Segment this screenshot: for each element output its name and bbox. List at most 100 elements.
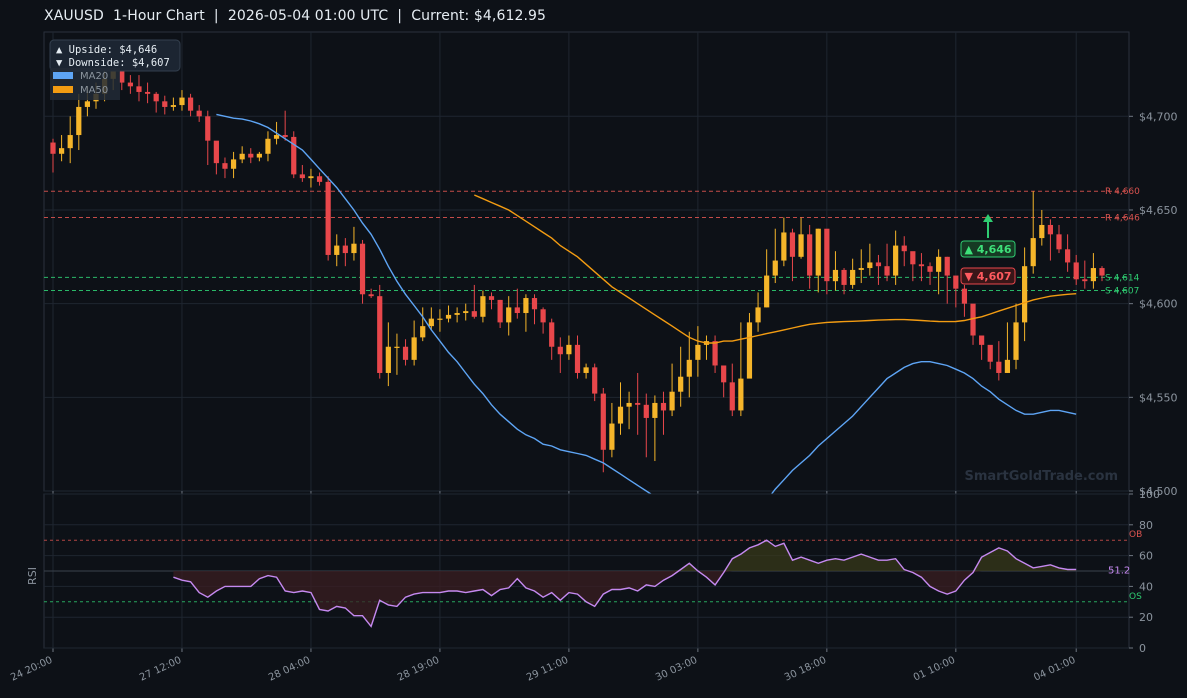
- candle-body: [471, 311, 477, 317]
- candle: [764, 249, 770, 308]
- candle-body: [136, 86, 142, 92]
- candle-body: [721, 365, 727, 383]
- candle: [248, 148, 254, 164]
- candle-body: [1047, 224, 1054, 235]
- candle-body: [368, 294, 374, 297]
- candle-body: [420, 326, 426, 338]
- candle: [678, 346, 684, 407]
- xtick-label: 01 10:00: [912, 655, 957, 684]
- candle-body: [127, 82, 133, 87]
- candle: [144, 82, 151, 104]
- candle-body: [84, 101, 90, 107]
- candle-body: [944, 256, 950, 276]
- candle: [1065, 234, 1071, 272]
- candle: [454, 307, 460, 323]
- candle-body: [643, 404, 649, 418]
- price-ytick-label: $4,700: [1139, 110, 1178, 123]
- rsi-level-label: OS: [1129, 592, 1142, 602]
- candle-body: [1065, 249, 1071, 263]
- candle: [67, 116, 73, 164]
- candle: [428, 307, 434, 330]
- candle-body: [119, 69, 125, 83]
- candle-body: [574, 344, 581, 373]
- candle-body: [738, 378, 744, 411]
- candle-body: [996, 361, 1002, 373]
- candle-body: [50, 142, 56, 154]
- candle-body: [686, 359, 692, 377]
- candle: [807, 224, 813, 289]
- level-label: S 4,614: [1105, 273, 1140, 283]
- rsi-axis-label: RSI: [26, 567, 39, 585]
- candle-body: [841, 269, 847, 285]
- candle-body: [970, 303, 976, 336]
- candle-body: [583, 367, 589, 373]
- upside-badge-bg: [960, 240, 1016, 258]
- candle: [1073, 254, 1079, 285]
- candle: [600, 387, 606, 473]
- candle-body: [144, 91, 151, 94]
- candle: [884, 243, 890, 282]
- x-axis: 24 20:00 27 12:00 28 04:00 28 19:00 29 11:00…: [9, 655, 1077, 684]
- candle-body: [609, 423, 615, 450]
- level-label: R 4,660: [1105, 187, 1140, 197]
- candle: [772, 228, 778, 284]
- candle-body: [824, 228, 830, 282]
- candle: [695, 326, 701, 377]
- candle-body: [884, 266, 890, 276]
- downside-badge-text: ▼ 4,607: [964, 270, 1011, 283]
- candle: [265, 131, 271, 162]
- legend: MA20 MA50: [50, 68, 120, 100]
- candle-body: [463, 311, 469, 314]
- candle: [712, 335, 718, 373]
- candle: [738, 322, 744, 417]
- candle: [652, 395, 658, 462]
- price-panel: $4,500 $4,550 $4,600 $4,650 $4,700 SmartGoldT…: [43, 31, 1178, 532]
- candle: [789, 228, 796, 282]
- candle-body: [652, 402, 658, 418]
- candle-body: [385, 346, 391, 373]
- candle: [746, 313, 753, 379]
- candle: [1030, 191, 1036, 274]
- candle-body: [961, 288, 968, 304]
- candle: [686, 331, 692, 398]
- candle: [1099, 266, 1105, 282]
- candle-body: [635, 402, 641, 405]
- upside-badge-text: ▲ 4,646: [964, 243, 1011, 256]
- xtick-label: 27 12:00: [138, 655, 183, 684]
- candle-body: [927, 266, 933, 272]
- candle-body: [617, 406, 624, 424]
- candle-body: [789, 232, 796, 257]
- candle: [858, 249, 864, 284]
- candle: [480, 290, 486, 323]
- candle: [170, 97, 176, 111]
- candle-body: [531, 298, 538, 310]
- candle: [721, 365, 727, 398]
- candle-body: [815, 228, 821, 276]
- xtick-label: 30 03:00: [654, 655, 699, 684]
- candle-body: [678, 376, 684, 392]
- candle-body: [316, 176, 323, 182]
- candle: [617, 382, 624, 435]
- candle-body: [394, 346, 400, 348]
- legend-swatch-ma20: [53, 72, 73, 79]
- candle-body: [325, 181, 331, 255]
- candle-body: [626, 402, 632, 407]
- candle: [1082, 260, 1088, 289]
- candle-body: [1039, 224, 1045, 239]
- candle: [1013, 303, 1019, 370]
- candle: [592, 363, 598, 402]
- candle-body: [308, 176, 314, 179]
- level-label: S 4,607: [1105, 287, 1139, 297]
- candle-body: [798, 234, 804, 257]
- candle: [841, 268, 847, 295]
- ma20-line: [216, 113, 1077, 532]
- candle: [230, 151, 237, 179]
- chart-title: XAUUSD 1-Hour Chart | 2026-05-04 01:00 U…: [44, 8, 547, 24]
- candle: [471, 284, 477, 319]
- candle-body: [523, 298, 529, 314]
- candle-body: [239, 153, 245, 160]
- candle-body: [196, 110, 202, 117]
- candle: [325, 176, 331, 261]
- legend-label-ma50: MA50: [80, 85, 108, 96]
- candle: [308, 168, 314, 188]
